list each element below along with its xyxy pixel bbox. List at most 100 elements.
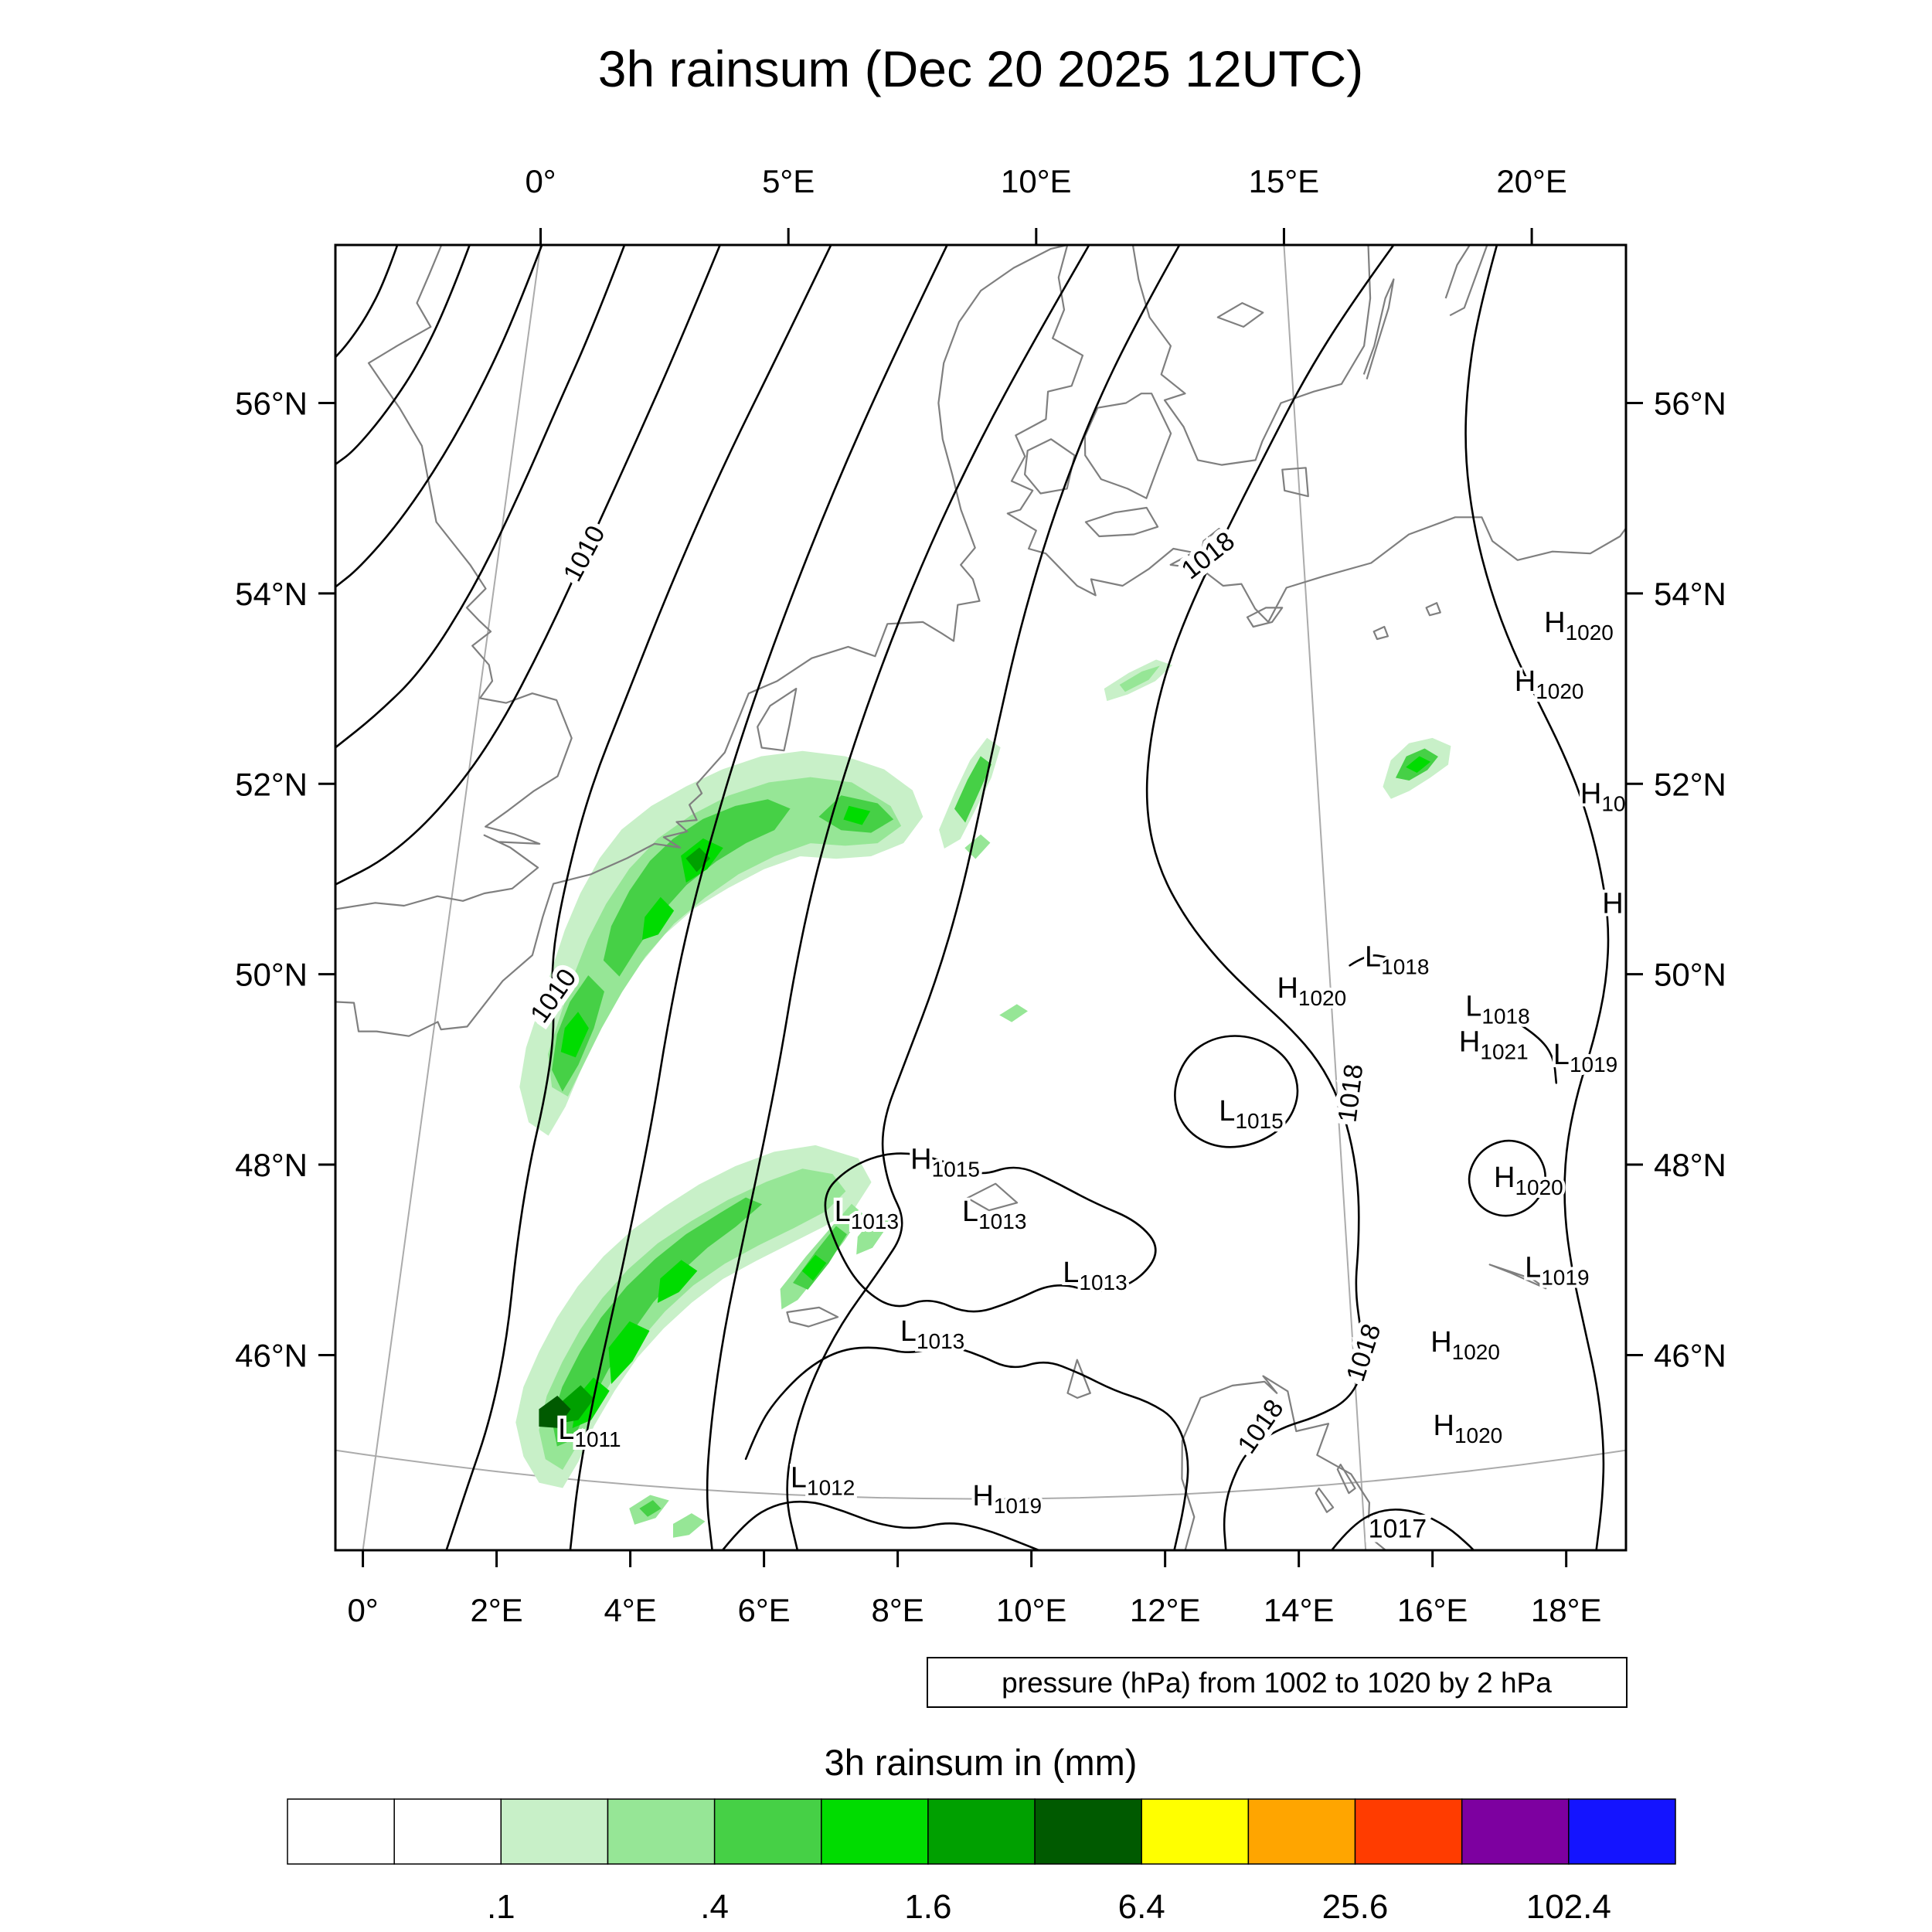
pressure-contour: [1516, 1022, 1558, 1084]
pressure-center-l-1015: L1015: [1219, 1095, 1283, 1133]
pressure-center-l-1018: L1018: [1365, 941, 1429, 979]
pressure-contour: [786, 245, 1181, 1550]
bottom-axis-label: 16°E: [1397, 1592, 1468, 1628]
pressure-legend-box: pressure (hPa) from 1002 to 1020 by 2 hP…: [927, 1657, 1628, 1708]
colorbar-tick-label: 25.6: [1322, 1888, 1389, 1926]
pressure-center-h-1020: H1020: [1277, 972, 1346, 1010]
pressure-contour: [824, 1152, 1157, 1313]
bottom-axis-label: 6°E: [738, 1592, 791, 1628]
bottom-axis-label: 2°E: [470, 1592, 522, 1628]
rain-patch: [856, 1213, 891, 1255]
contour-label: 1018: [1176, 526, 1240, 586]
right-axis-label: 48°N: [1654, 1147, 1726, 1183]
coastline-lake-garda: [1066, 1359, 1091, 1399]
map-frame: [334, 243, 1628, 1552]
rain-patch: [964, 834, 991, 859]
pressure-contour: [445, 245, 832, 1550]
pressure-contour: [335, 245, 471, 466]
coastline-jutland-east-baltic-coast: [1006, 245, 1626, 623]
rain-patch: [519, 750, 923, 1136]
pressure-center-l-1018: L1018: [1465, 991, 1529, 1029]
colorbar-tick-label: .4: [700, 1888, 729, 1926]
coastline-bornholm-island: [1281, 467, 1309, 498]
pressure-contours: [335, 245, 1610, 1550]
bottom-axis-label: 8°E: [872, 1592, 924, 1628]
coastline-adriatic-coast: [1181, 1375, 1386, 1550]
bottom-axis-label: 10°E: [996, 1592, 1067, 1628]
contour-label: 1010: [558, 521, 611, 587]
rain-patch: [608, 1321, 650, 1384]
rain-patch: [560, 1012, 589, 1058]
coastline-oland-island: [1362, 278, 1395, 380]
top-axis-label: 0°: [525, 163, 556, 199]
top-axis-label: 20°E: [1496, 163, 1567, 199]
rain-patch: [1119, 665, 1160, 692]
colorbar-cell: [607, 1798, 716, 1865]
pressure-contour: [335, 245, 721, 886]
colorbar: .1 .4 1.6 6.4 25.6 102.4: [287, 1798, 1676, 1926]
pressure-contour: [1464, 245, 1610, 1550]
colorbar-cell: [1034, 1798, 1143, 1865]
pressure-contour: [335, 245, 399, 359]
pressure-legend-text: pressure (hPa) from 1002 to 1020 by 2 hP…: [1002, 1667, 1552, 1699]
pressure-contour: [335, 245, 626, 749]
coastline-sweden-coast: [1131, 245, 1372, 466]
colorbar-tick-label: .1: [487, 1888, 515, 1926]
right-axis-label: 54°N: [1654, 576, 1726, 612]
colorbar-cell: [1247, 1798, 1356, 1865]
pressure-center-l-1019: L1019: [1525, 1251, 1589, 1289]
pressure-center-l-1013: L1013: [900, 1315, 964, 1353]
pressure-contour: [1349, 954, 1389, 967]
rain-patch: [685, 847, 711, 872]
colorbar-cell: [1141, 1798, 1250, 1865]
coastline-ruegen-island: [1200, 528, 1234, 564]
pressure-center-h-1015: H1015: [910, 1143, 980, 1181]
coastline-ijsselmeer-lake: [757, 688, 798, 752]
coastline-britain-east-coast: [335, 245, 573, 910]
bottom-axis-label: 18°E: [1531, 1592, 1602, 1628]
colorbar-cell: [927, 1798, 1036, 1865]
left-axis-label: 56°N: [235, 386, 308, 422]
rain-patch: [673, 1513, 706, 1538]
pressure-center-l-1012: L1012: [791, 1461, 855, 1499]
contour-label: 1017: [1369, 1515, 1427, 1544]
left-axis-label: 46°N: [235, 1337, 308, 1373]
contour-label: 1018: [1332, 1063, 1369, 1124]
pressure-contour: [1174, 1035, 1299, 1148]
pressure-center-l-1013: L1013: [835, 1196, 899, 1233]
rain-patch: [843, 805, 871, 825]
contour-label: 1018: [1232, 1394, 1290, 1459]
pressure-center-h: H: [1602, 887, 1623, 920]
right-axis-label: 50°N: [1654, 957, 1726, 993]
right-axis-label: 52°N: [1654, 766, 1726, 802]
rain-patch: [1406, 756, 1431, 773]
pressure-center-l-1019: L1019: [1553, 1039, 1617, 1077]
coastline-channel-to-jutland-coast: [335, 245, 1068, 1037]
pressure-contour: [721, 1500, 1040, 1550]
coastline-zealand-island: [1083, 393, 1172, 499]
graticule-lines: [335, 245, 1626, 1550]
bottom-axis-label: 0°: [347, 1592, 378, 1628]
pressure-center-h-1020: H1020: [1494, 1162, 1563, 1199]
coastline-gotland-island: [1444, 245, 1488, 317]
colorbar-cell: [1354, 1798, 1463, 1865]
right-axis-label: 56°N: [1654, 386, 1726, 422]
left-axis-label: 48°N: [235, 1147, 308, 1183]
coastline-adriatic-island-1: [1315, 1487, 1335, 1513]
contour-label: 1018: [1341, 1320, 1387, 1385]
pressure-center-l-1011: L1011: [558, 1413, 621, 1451]
pressure-contour: [1330, 1509, 1475, 1550]
top-axis-label: 5°E: [762, 163, 815, 199]
coastline-ne-lake-1: [1372, 625, 1389, 641]
coastline-lake-balaton: [1488, 1264, 1547, 1290]
colorbar-cell: [713, 1798, 822, 1865]
bottom-axis-label: 4°E: [604, 1592, 657, 1628]
colorbar-cell: [1568, 1798, 1676, 1865]
rain-patch: [641, 896, 675, 940]
bottom-axis-label: 14°E: [1264, 1592, 1335, 1628]
